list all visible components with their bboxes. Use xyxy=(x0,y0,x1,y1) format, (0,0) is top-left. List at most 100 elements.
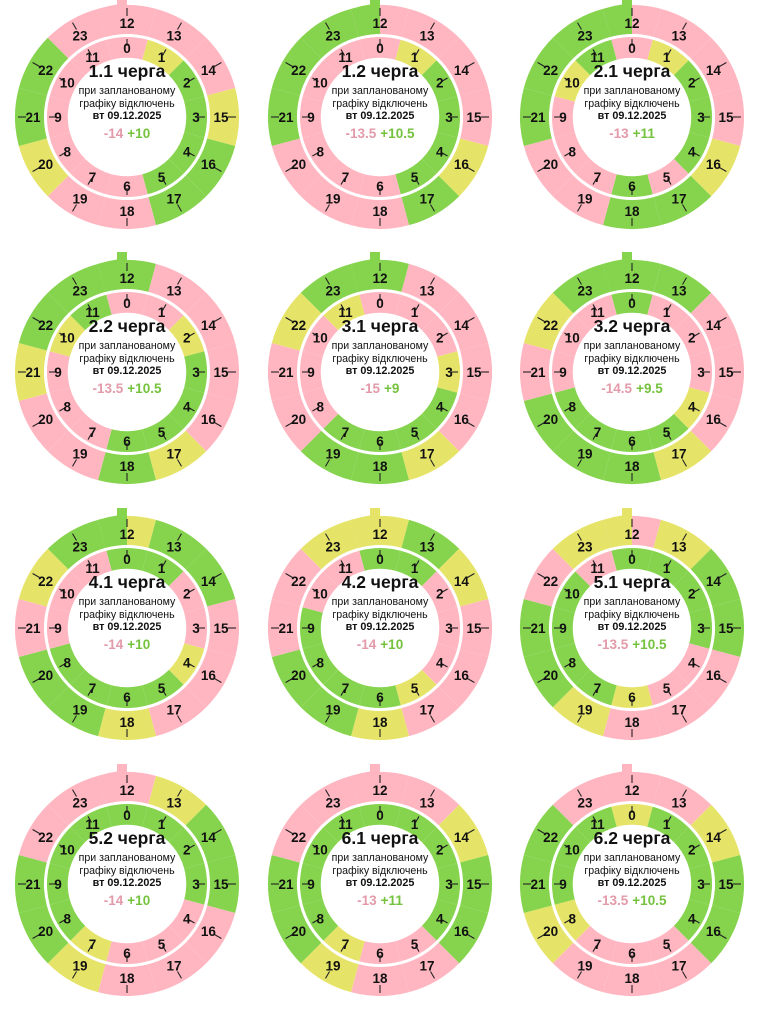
hour-segment-6-on xyxy=(106,428,148,452)
hour-label-3: 3 xyxy=(192,621,200,636)
hour-segment-3-off xyxy=(436,607,460,649)
schedule-date: вт 09.12.2025 xyxy=(597,365,667,377)
hour-label-16: 16 xyxy=(201,924,217,939)
hour-tick xyxy=(592,49,597,56)
hour-label-9: 9 xyxy=(307,621,315,636)
hour-tick xyxy=(441,919,448,924)
hour-label-13: 13 xyxy=(419,284,435,299)
hour-tick xyxy=(592,304,597,311)
hour-tick xyxy=(537,573,545,578)
hour-segment-20-maybe xyxy=(523,905,574,964)
hour-segment-15-off xyxy=(712,88,744,146)
hour-label-6: 6 xyxy=(123,434,131,449)
hour-label-7: 7 xyxy=(594,425,602,440)
hour-label-15: 15 xyxy=(466,877,482,892)
hour-label-13: 13 xyxy=(671,284,687,299)
hour-label-17: 17 xyxy=(166,958,181,973)
hour-tick xyxy=(693,663,700,668)
hour-tick xyxy=(441,844,448,849)
hour-label-5: 5 xyxy=(411,681,419,696)
hour-segment-1-maybe xyxy=(647,39,689,76)
hour-label-15: 15 xyxy=(466,365,482,380)
hour-segment-6-off xyxy=(611,940,653,964)
hour-label-12: 12 xyxy=(119,527,134,542)
hour-label-0: 0 xyxy=(123,41,131,56)
hour-label-21: 21 xyxy=(530,877,546,892)
hour-label-22: 22 xyxy=(543,318,558,333)
hour-segment-1-maybe xyxy=(142,39,184,76)
hours-off-count: -13 xyxy=(357,893,377,908)
hour-segment-10-maybe xyxy=(49,315,86,357)
hours-on-count: +11 xyxy=(380,893,403,908)
hour-label-17: 17 xyxy=(671,702,686,717)
hour-segment-19-on xyxy=(47,686,106,737)
hour-segment-20-on xyxy=(18,905,69,964)
hour-label-7: 7 xyxy=(342,170,350,185)
hour-tick xyxy=(537,678,545,683)
hour-label-18: 18 xyxy=(624,459,640,474)
hour-segment-5-off xyxy=(647,158,689,195)
hour-label-2: 2 xyxy=(183,843,191,858)
hour-label-11: 11 xyxy=(338,50,353,65)
dial-center-text: 3.1 черга при запланованому графіку відклю… xyxy=(300,316,460,397)
hour-label-15: 15 xyxy=(213,365,229,380)
hour-tick xyxy=(693,588,700,593)
hour-tick xyxy=(467,573,475,578)
queue-title: 2.1 черга xyxy=(593,61,671,81)
hour-segment-18-off xyxy=(98,964,156,996)
hour-tick xyxy=(285,934,293,939)
hour-segment-3-on xyxy=(688,607,712,649)
hour-label-23: 23 xyxy=(577,796,593,811)
hours-balance: -14 +10 xyxy=(47,126,207,142)
hour-label-8: 8 xyxy=(316,400,324,415)
hour-segment-23-on xyxy=(300,8,359,59)
hour-segment-4-on xyxy=(421,132,458,174)
hour-segment-9-on xyxy=(300,607,324,649)
hour-label-4: 4 xyxy=(436,912,444,927)
center-disc xyxy=(70,571,184,685)
hour-label-7: 7 xyxy=(89,170,97,185)
subtitle-line2: графіку відключень xyxy=(584,608,680,621)
hour-label-18: 18 xyxy=(119,971,135,986)
hour-label-11: 11 xyxy=(85,305,100,320)
hour-label-10: 10 xyxy=(313,76,328,91)
hour-label-22: 22 xyxy=(38,63,53,78)
hour-tick xyxy=(188,77,195,82)
hours-off-count: -14 xyxy=(356,637,377,652)
hours-off-count: -14 xyxy=(103,893,124,908)
hour-tick xyxy=(177,22,182,30)
hour-segment-22-maybe xyxy=(271,292,322,351)
hour-tick xyxy=(719,62,727,67)
hour-segment-6-on xyxy=(359,428,401,452)
subtitle-line2: графіку відключень xyxy=(79,97,175,110)
hour-label-23: 23 xyxy=(325,540,341,555)
hour-tick xyxy=(441,588,448,593)
hour-segment-2-on xyxy=(673,571,710,613)
hour-segment-1-off xyxy=(395,294,437,331)
hour-segment-5-off xyxy=(395,925,437,962)
hour-tick xyxy=(325,22,330,30)
hour-label-15: 15 xyxy=(213,877,229,892)
hour-label-13: 13 xyxy=(166,796,182,811)
hour-tick xyxy=(682,459,687,467)
hour-tick xyxy=(325,971,330,979)
hour-label-11: 11 xyxy=(85,817,100,832)
hour-label-18: 18 xyxy=(624,971,640,986)
hour-tick xyxy=(188,152,195,157)
hour-label-18: 18 xyxy=(372,459,388,474)
hour-segment-9-off xyxy=(300,96,324,138)
hour-tick xyxy=(325,277,330,285)
hour-label-9: 9 xyxy=(54,621,62,636)
hour-label-12: 12 xyxy=(119,783,134,798)
hour-segment-15-off xyxy=(460,343,492,401)
hour-tick xyxy=(285,62,293,67)
center-disc xyxy=(575,571,689,685)
center-disc xyxy=(70,827,184,941)
hour-label-20: 20 xyxy=(291,157,306,172)
hour-label-17: 17 xyxy=(671,446,686,461)
hour-segment-22-on xyxy=(18,292,69,351)
hour-tick xyxy=(430,789,435,797)
hour-tick xyxy=(312,919,319,924)
hour-label-4: 4 xyxy=(183,400,191,415)
hour-tick xyxy=(188,332,195,337)
